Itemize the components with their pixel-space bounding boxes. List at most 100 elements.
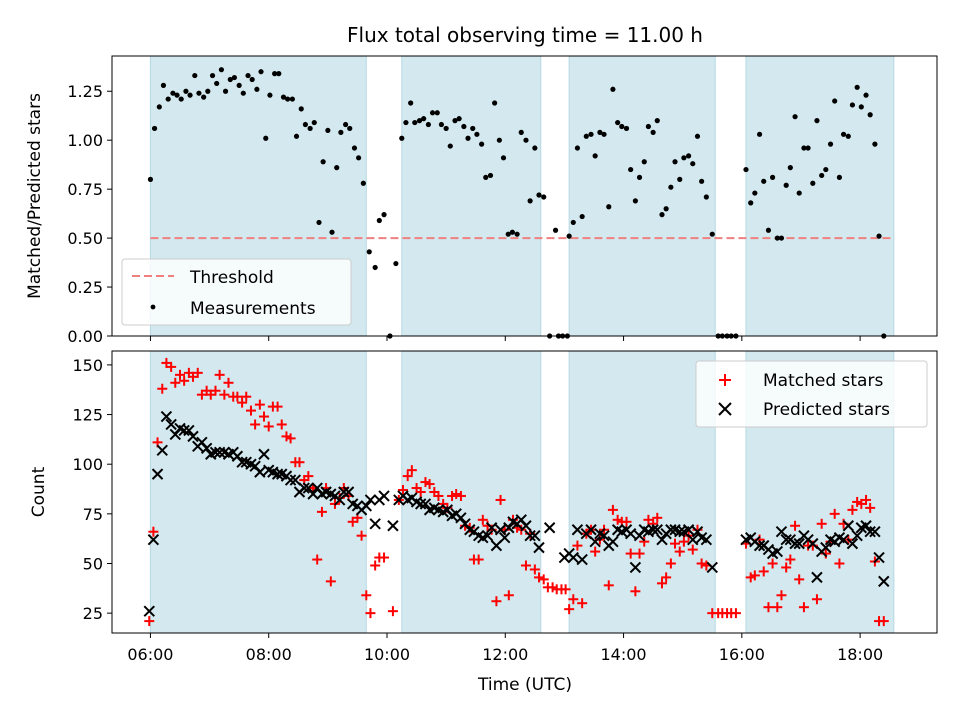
matched-star-point: [272, 401, 283, 412]
measurement-point: [320, 159, 326, 165]
predicted-star-point: [360, 500, 373, 512]
predicted-star-point: [494, 524, 507, 536]
measurement-point: [810, 180, 816, 186]
measurement-point: [636, 174, 643, 180]
measurement-point: [756, 131, 763, 137]
measurement-point: [709, 231, 715, 237]
matched-star-point: [223, 377, 234, 388]
predicted-star-point: [543, 522, 556, 534]
measurement-point: [249, 76, 255, 83]
measurement-point: [183, 88, 189, 94]
matched-star-point: [214, 369, 225, 380]
matched-star-point: [607, 504, 618, 515]
measurement-point: [527, 198, 533, 204]
measurement-point: [632, 198, 638, 204]
measurement-point: [416, 118, 423, 124]
bottom-x-tick-label: 10:00: [364, 645, 410, 664]
predicted-star-point: [533, 541, 545, 554]
bottom-legend: Matched stars Predicted stars: [695, 360, 928, 428]
matched-star-point: [829, 508, 840, 519]
matched-star-point: [406, 465, 417, 476]
predicted-star-point: [775, 526, 788, 538]
top-y-tick-label: 0.75: [67, 180, 103, 199]
predicted-star-point: [236, 456, 248, 468]
predicted-star-point: [338, 486, 350, 498]
measurement-point: [496, 137, 502, 143]
measurement-point: [483, 174, 489, 180]
matched-star-point: [166, 361, 177, 372]
predicted-star-point: [651, 524, 663, 536]
measurement-point: [231, 74, 238, 81]
matched-star-point: [811, 594, 822, 605]
measurement-point: [827, 141, 834, 147]
measurement-point: [258, 69, 264, 75]
measurement-point: [805, 145, 811, 151]
chart-title: Flux total observing time = 11.00 h: [347, 23, 703, 47]
predicted-star-point: [607, 535, 619, 548]
matched-star-point: [670, 538, 681, 549]
matched-star-point: [816, 518, 827, 529]
predicted-star-point: [529, 529, 541, 542]
matched-star-point: [379, 552, 390, 563]
matched-star-point: [144, 616, 155, 627]
legend-measurement-swatch: [150, 304, 156, 310]
matched-star-point: [361, 590, 372, 601]
bottom-y-tick-label: 75: [83, 505, 103, 524]
predicted-star-point: [682, 524, 695, 536]
measurement-point: [628, 166, 634, 173]
measurement-point: [619, 123, 625, 130]
measurement-point: [393, 260, 399, 267]
predicted-star-point: [811, 571, 823, 584]
predicted-star-point: [700, 533, 713, 546]
matched-star-point: [210, 385, 221, 396]
matched-star-point: [878, 616, 889, 627]
measurement-point: [170, 90, 176, 96]
matched-star-point: [491, 596, 502, 607]
measurement-points: [147, 67, 887, 339]
matched-star-point: [634, 548, 645, 559]
predicted-star-point: [624, 527, 637, 540]
predicted-star-point: [415, 498, 427, 510]
predicted-star-point: [151, 468, 164, 480]
matched-star-point: [250, 419, 261, 430]
measurement-point: [470, 125, 476, 132]
matched-star-point: [674, 546, 685, 557]
predicted-star-points: [143, 410, 890, 617]
measurement-point: [381, 212, 387, 218]
matched-star-point: [781, 562, 792, 573]
measurement-point: [863, 92, 869, 98]
top-y-ticks: 0.00 0.25 0.50 0.75 1.00 1.25: [67, 82, 112, 346]
measurement-point: [343, 121, 349, 128]
measurement-point: [668, 184, 674, 190]
measurement-point: [452, 118, 458, 124]
predicted-star-point: [254, 466, 266, 478]
legend-predicted-label: Predicted stars: [763, 400, 890, 420]
matched-star-point: [170, 377, 181, 388]
measurement-point: [579, 213, 585, 220]
measurement-point: [218, 67, 225, 73]
matched-star-point: [397, 485, 408, 496]
measurement-point: [174, 92, 180, 98]
measurement-point: [272, 71, 278, 77]
matched-star-point: [661, 572, 672, 583]
predicted-star-point: [860, 520, 872, 532]
measurement-point: [677, 176, 683, 182]
predicted-star-point: [387, 520, 399, 532]
predicted-star-point: [481, 529, 494, 542]
measurement-point: [412, 119, 418, 126]
bottom-y-axis-label: Count: [29, 466, 49, 517]
matched-star-point: [625, 548, 636, 559]
measurement-point: [566, 233, 572, 239]
measurement-point: [552, 227, 559, 233]
measurement-point: [650, 129, 656, 135]
measurement-point: [672, 159, 678, 165]
predicted-star-point: [187, 430, 199, 443]
measurement-point: [867, 112, 873, 118]
matched-star-point: [564, 604, 575, 615]
predicted-star-point: [873, 551, 885, 564]
measurement-point: [792, 114, 798, 120]
predicted-star-point: [143, 605, 155, 617]
bottom-y-tick-label: 125: [72, 406, 103, 425]
matched-star-point: [652, 512, 663, 523]
